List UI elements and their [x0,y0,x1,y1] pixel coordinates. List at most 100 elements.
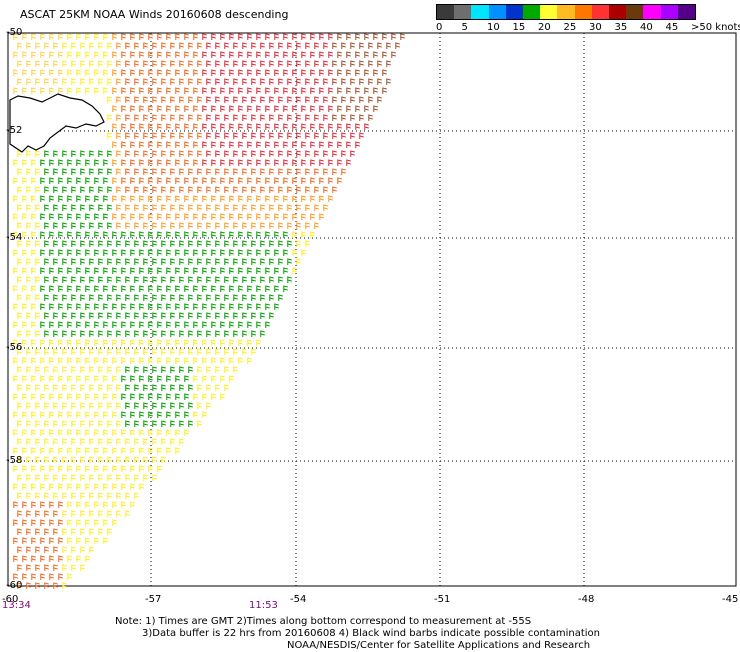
wind-barb [301,177,306,184]
wind-barb [121,393,126,400]
wind-barb [58,159,63,166]
wind-barb [125,438,130,445]
wind-barb [341,114,346,121]
wind-barb [314,204,319,211]
wind-barb [202,375,207,382]
wind-barb [67,501,72,508]
wind-barb [224,78,229,85]
wind-barb [13,267,18,274]
wind-barb [62,222,67,229]
wind-barb [197,114,202,121]
wind-barb [80,366,85,373]
wind-barb [76,519,81,526]
wind-barb [103,537,108,544]
wind-barb [62,384,67,391]
wind-barb [260,312,265,319]
wind-barb [391,51,396,58]
wind-barb [175,375,180,382]
wind-barb [143,42,148,49]
wind-barb [170,240,175,247]
wind-barb [206,150,211,157]
wind-barb [53,312,58,319]
wind-barb [44,78,49,85]
legend-swatch [557,5,575,19]
wind-barb [80,510,85,517]
wind-barb [386,42,391,49]
wind-barb [206,204,211,211]
wind-barb [188,384,193,391]
wind-barb [233,294,238,301]
wind-barb [53,366,58,373]
wind-barb [323,96,328,103]
wind-barb [112,249,117,256]
wind-barb [139,87,144,94]
wind-barb [58,573,63,580]
wind-barb [310,231,315,238]
wind-barb [269,240,274,247]
wind-barb [130,267,135,274]
wind-barb [13,411,18,418]
wind-barb [121,429,126,436]
legend-color-bar [436,4,696,20]
wind-barb [125,330,130,337]
wind-barb [269,42,274,49]
wind-barb [373,105,378,112]
wind-barb [107,474,112,481]
wind-barb [121,177,126,184]
wind-barb [269,294,274,301]
wind-barb [22,213,27,220]
wind-barb [67,357,72,364]
wind-barb [26,240,31,247]
wind-barb [350,42,355,49]
wind-barb [332,42,337,49]
wind-barb [26,546,31,553]
wind-barb [40,69,45,76]
wind-barb [89,258,94,265]
wind-barb [98,186,103,193]
wind-barb [197,330,202,337]
wind-barb [206,114,211,121]
wind-barb [121,51,126,58]
wind-barb [58,177,63,184]
wind-barb [193,87,198,94]
wind-barb [238,69,243,76]
wind-barb [175,159,180,166]
wind-barb [269,258,274,265]
wind-barb [76,375,81,382]
wind-barb [31,483,36,490]
wind-barb [31,447,36,454]
wind-barb [44,420,49,427]
wind-barb [328,123,333,130]
wind-barb [143,384,148,391]
wind-barb [35,312,40,319]
wind-barb [157,213,162,220]
wind-barb [242,222,247,229]
wind-barb [202,177,207,184]
wind-barb [170,348,175,355]
wind-barb [112,429,117,436]
wind-barb [332,168,337,175]
wind-barb [98,240,103,247]
wind-barb [94,285,99,292]
wind-barb [49,555,54,562]
legend-swatch [523,5,541,19]
wind-barb [179,294,184,301]
wind-barb [134,258,139,265]
wind-barb [166,231,171,238]
wind-barb [53,510,58,517]
wind-barb [85,537,90,544]
wind-barb [143,114,148,121]
wind-barb [296,168,301,175]
wind-barb [116,384,121,391]
wind-barb [121,321,126,328]
wind-barb [89,78,94,85]
wind-barb [89,294,94,301]
wind-barb [125,384,130,391]
wind-barb [80,420,85,427]
wind-barb [188,420,193,427]
wind-barb [292,141,297,148]
wind-barb [152,258,157,265]
wind-barb [13,375,18,382]
wind-barb [116,510,121,517]
wind-barb [130,159,135,166]
